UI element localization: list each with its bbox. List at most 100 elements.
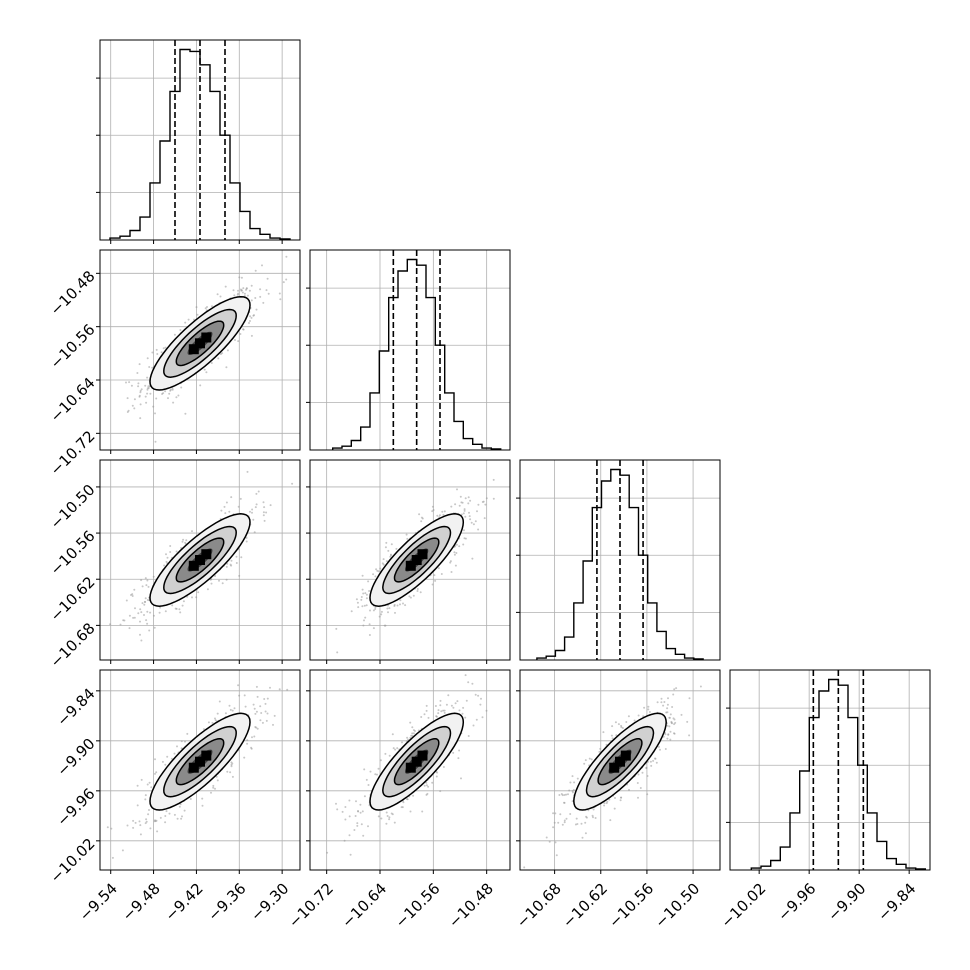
sample-point xyxy=(250,747,253,750)
sample-point xyxy=(239,288,242,291)
sample-point xyxy=(126,411,129,413)
sample-point xyxy=(361,574,364,577)
sample-point xyxy=(477,503,480,506)
contour-line xyxy=(597,737,643,786)
sample-point xyxy=(563,819,566,822)
sample-point xyxy=(646,793,649,796)
density-core xyxy=(201,750,212,761)
sample-point xyxy=(265,289,268,292)
sample-point xyxy=(492,478,495,481)
sample-point xyxy=(368,623,371,626)
sample-point xyxy=(147,385,150,388)
sample-point xyxy=(431,781,434,784)
sample-point xyxy=(257,490,260,493)
sample-point xyxy=(377,815,380,818)
sample-point xyxy=(146,610,149,613)
sample-point xyxy=(663,701,666,703)
sample-point xyxy=(233,707,236,710)
sample-point xyxy=(455,543,458,546)
sample-point xyxy=(390,543,393,546)
sample-point xyxy=(137,385,140,388)
sample-point xyxy=(425,709,428,712)
sample-point xyxy=(438,514,441,517)
sample-point xyxy=(485,497,488,500)
sample-point xyxy=(133,588,136,591)
sample-point xyxy=(680,713,683,716)
sample-point xyxy=(231,709,234,712)
sample-point xyxy=(372,573,375,576)
sample-point xyxy=(149,827,152,830)
sample-point xyxy=(569,813,572,815)
sample-point xyxy=(171,387,174,390)
sample-point xyxy=(460,777,462,780)
sample-point xyxy=(150,786,153,789)
sample-point xyxy=(126,397,129,400)
x-tick-label: −10.56 xyxy=(605,880,657,932)
sample-point xyxy=(611,725,614,728)
contour-line xyxy=(175,320,225,367)
contour-line xyxy=(382,525,452,595)
sample-point xyxy=(146,376,149,379)
sample-point xyxy=(610,734,613,737)
sample-point xyxy=(210,582,213,585)
sample-point xyxy=(412,729,415,732)
sample-point xyxy=(106,826,109,829)
sample-point xyxy=(191,596,193,599)
panel-frame xyxy=(519,669,721,871)
sample-point xyxy=(666,703,669,706)
sample-point xyxy=(443,510,446,513)
sample-point xyxy=(559,813,562,816)
sample-point xyxy=(666,737,669,740)
sample-point xyxy=(269,686,271,689)
x-tick-label: −10.02 xyxy=(717,880,769,932)
sample-point xyxy=(128,614,131,617)
sample-point xyxy=(636,782,639,784)
sample-point xyxy=(372,609,375,612)
sample-point xyxy=(440,710,443,713)
density-core xyxy=(417,549,428,560)
sample-point xyxy=(207,721,210,724)
sample-point xyxy=(365,597,368,600)
sample-point xyxy=(464,716,467,719)
sample-point xyxy=(409,721,412,724)
sample-point xyxy=(409,810,412,813)
sample-point xyxy=(169,545,172,547)
sample-point xyxy=(155,771,158,774)
sample-point xyxy=(196,313,199,316)
sample-point xyxy=(215,775,218,778)
sample-point xyxy=(134,821,137,824)
contour-line xyxy=(175,537,225,583)
sample-point xyxy=(255,710,258,713)
sample-point xyxy=(132,616,135,619)
scatter-panel: −10.68−10.62−10.56−10.50 xyxy=(47,459,301,671)
sample-point xyxy=(225,578,228,581)
sample-point xyxy=(250,284,253,287)
sample-point xyxy=(246,470,249,473)
sample-point xyxy=(646,775,649,777)
sample-point xyxy=(259,705,262,708)
sample-point xyxy=(262,511,265,514)
sample-point xyxy=(265,511,268,514)
sample-point xyxy=(182,538,185,541)
sample-point xyxy=(242,328,245,331)
sample-point xyxy=(360,596,363,598)
sample-point xyxy=(143,603,146,606)
sample-point xyxy=(180,740,183,743)
sample-point xyxy=(621,727,624,729)
sample-point xyxy=(164,821,167,824)
sample-point xyxy=(168,392,171,395)
sample-point xyxy=(442,709,445,712)
sample-point xyxy=(146,599,149,601)
sample-point xyxy=(603,804,606,807)
density-core xyxy=(195,756,205,767)
sample-point xyxy=(557,821,560,824)
x-tick-label: −10.50 xyxy=(651,880,703,932)
sample-point xyxy=(245,536,248,539)
sample-point xyxy=(443,709,446,712)
sample-point xyxy=(477,528,480,531)
sample-point xyxy=(243,292,246,295)
sample-point xyxy=(119,623,122,626)
sample-point xyxy=(259,719,262,722)
sample-point xyxy=(138,394,141,397)
sample-point xyxy=(673,732,675,735)
